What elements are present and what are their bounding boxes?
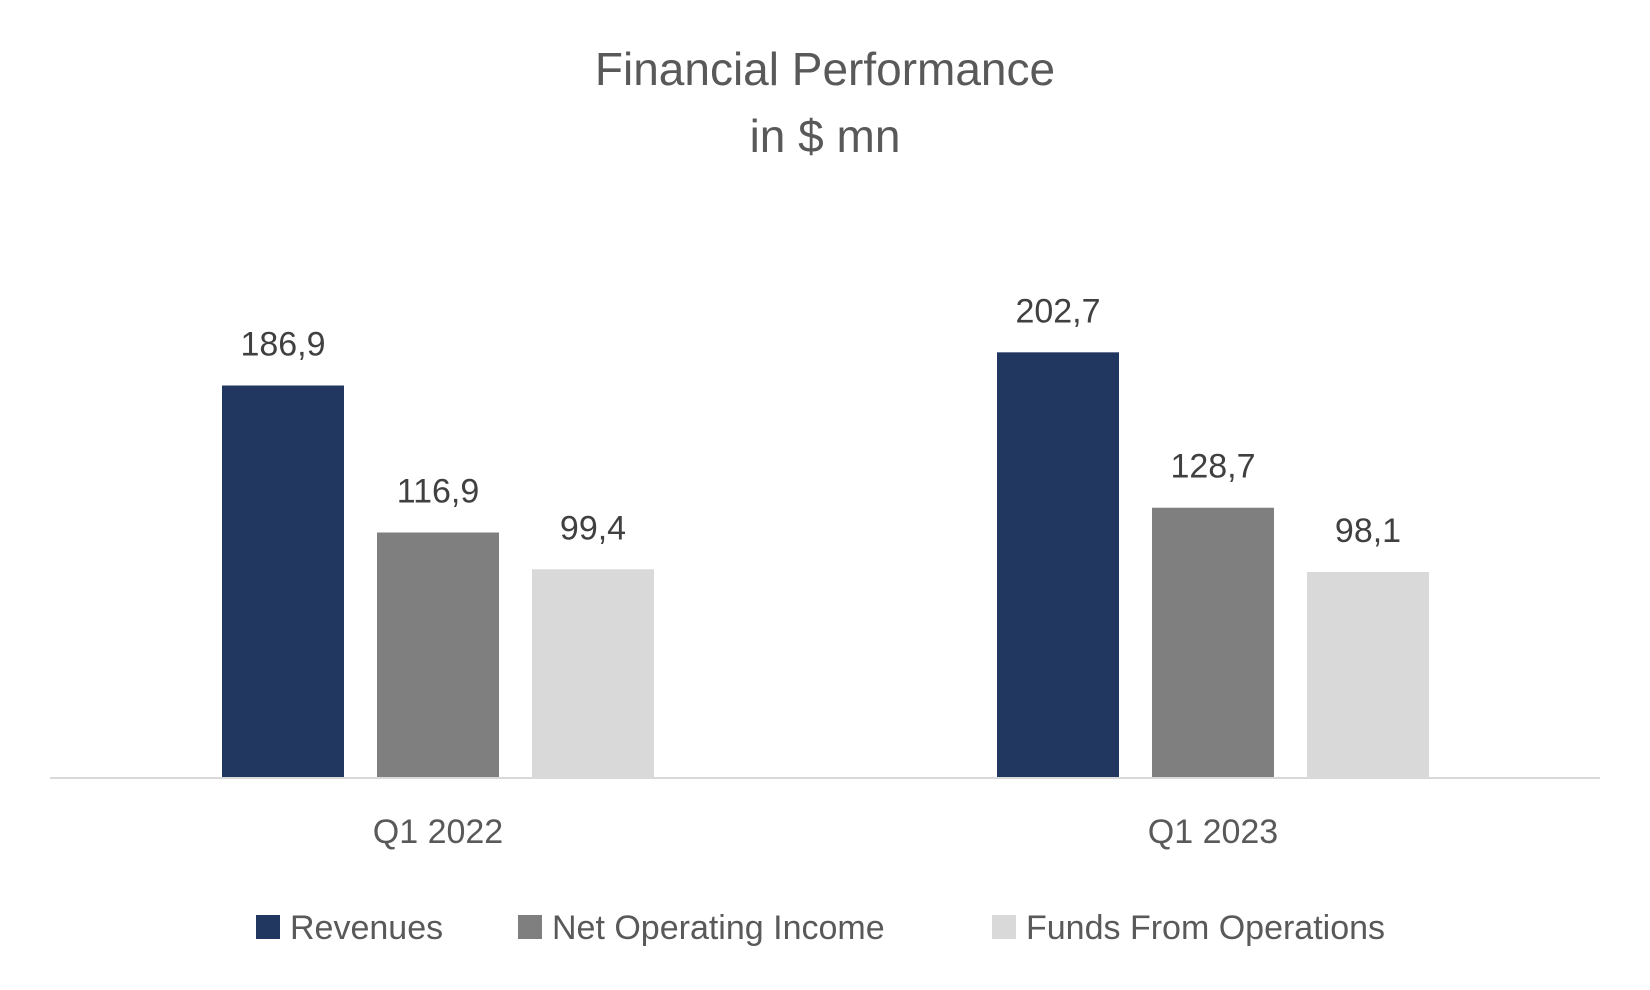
legend-label-funds-from-operations: Funds From Operations <box>1026 909 1385 947</box>
data-labels-group: 186,9 116,9 99,4 202,7 128,7 98,1 <box>240 292 1401 550</box>
x-axis-tick-labels: Q1 2022 Q1 2023 <box>373 813 1278 851</box>
data-label-revenues-q1-2022: 186,9 <box>240 326 325 364</box>
bar-funds-from-operations-q1-2022 <box>532 569 654 778</box>
bar-revenues-q1-2023 <box>997 352 1119 778</box>
legend-swatch-net-operating-income <box>518 915 542 939</box>
data-label-net-operating-income-q1-2023: 128,7 <box>1170 448 1255 486</box>
x-tick-label-q1-2023: Q1 2023 <box>1148 813 1278 851</box>
bar-net-operating-income-q1-2023 <box>1152 507 1274 778</box>
legend-swatch-revenues <box>256 915 280 939</box>
bar-funds-from-operations-q1-2023 <box>1307 571 1429 778</box>
bar-net-operating-income-q1-2022 <box>377 532 499 778</box>
chart-title: Financial Performance <box>595 43 1055 95</box>
bar-revenues-q1-2022 <box>222 385 344 778</box>
bars-group <box>222 352 1429 778</box>
data-label-funds-from-operations-q1-2022: 99,4 <box>560 509 626 547</box>
chart-subtitle: in $ mn <box>750 110 901 162</box>
data-label-net-operating-income-q1-2022: 116,9 <box>397 473 480 511</box>
data-label-revenues-q1-2023: 202,7 <box>1015 292 1100 330</box>
legend-label-net-operating-income: Net Operating Income <box>552 909 885 947</box>
legend-swatch-funds-from-operations <box>992 915 1016 939</box>
legend-label-revenues: Revenues <box>290 909 443 947</box>
data-label-funds-from-operations-q1-2023: 98,1 <box>1335 512 1401 550</box>
legend: Revenues Net Operating Income Funds From O… <box>256 909 1385 947</box>
x-tick-label-q1-2022: Q1 2022 <box>373 813 503 851</box>
